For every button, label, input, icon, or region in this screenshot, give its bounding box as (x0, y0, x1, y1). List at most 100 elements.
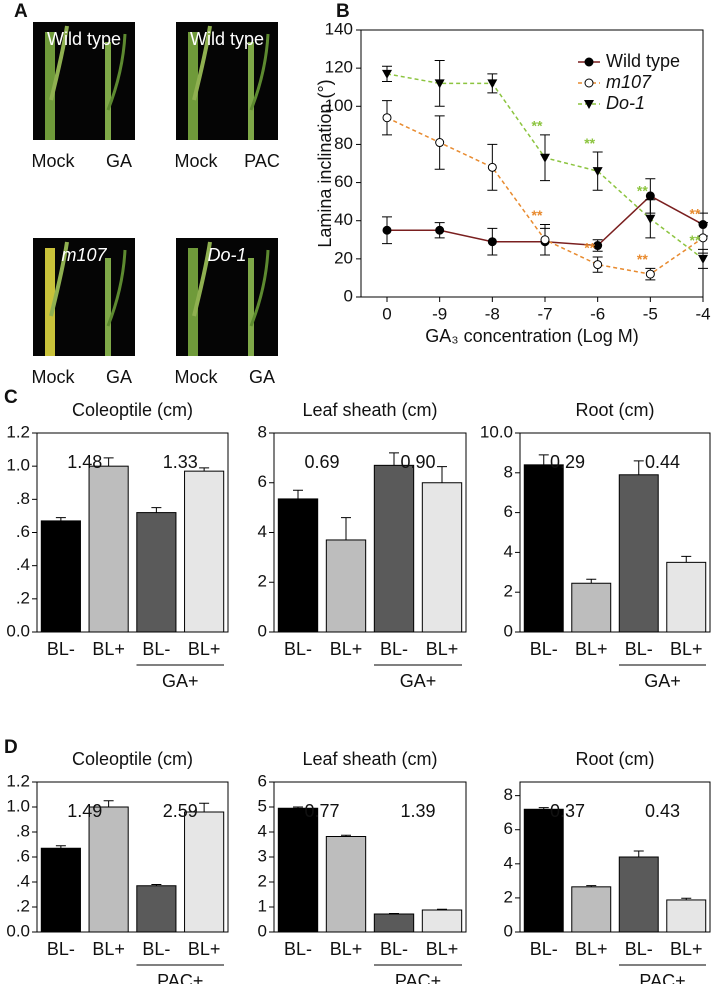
error-bar (437, 466, 447, 483)
chart-title: Root (cm) (575, 400, 654, 420)
plant-stem (188, 32, 198, 140)
y-tick-label: 1.2 (6, 422, 30, 441)
bar (277, 807, 319, 933)
bar (421, 909, 463, 933)
x-tick-label: -8 (485, 304, 500, 323)
x-tick-label: BL+ (670, 939, 703, 959)
x-tick-label: BL- (47, 639, 75, 659)
error-bar (681, 555, 692, 563)
y-tick-label: 80 (334, 134, 353, 153)
chart-title: Leaf sheath (cm) (302, 400, 437, 420)
y-tick-label: 140 (325, 19, 353, 38)
y-tick-label: 2 (504, 887, 513, 906)
plant-stem (188, 248, 198, 356)
legend-marker (584, 57, 594, 67)
y-tick-label: 4 (504, 853, 513, 872)
marker (698, 233, 708, 243)
y-tick-label: 2 (504, 582, 513, 601)
plant-stem (248, 258, 254, 356)
y-tick-label: .6 (16, 846, 30, 865)
ratio-label: 0.43 (645, 801, 680, 821)
chart-title: Coleoptile (cm) (72, 749, 193, 769)
x-tick-label: BL- (142, 639, 170, 659)
x-tick-label: BL- (530, 639, 558, 659)
legend-marker (584, 78, 594, 88)
plant-stem (105, 42, 111, 140)
marker (435, 225, 445, 235)
x-tick-label: BL+ (330, 939, 363, 959)
significance: ** (532, 207, 543, 223)
marker (382, 113, 392, 123)
bar (325, 836, 367, 933)
bar (666, 899, 707, 933)
error-bar (293, 806, 303, 809)
x-tick-label: BL- (530, 939, 558, 959)
x-tick-label: BL- (284, 939, 312, 959)
significance: ** (584, 135, 595, 151)
legend-label: m107 (606, 72, 652, 92)
error-bar (586, 578, 597, 584)
group-label: GA+ (162, 671, 199, 691)
marker (435, 138, 445, 148)
y-tick-label: .4 (16, 555, 30, 574)
bar (571, 886, 612, 933)
x-tick-label: BL+ (188, 939, 221, 959)
error-bar (586, 885, 597, 887)
plant-leaf (249, 249, 270, 327)
x-tick-label: BL+ (426, 939, 459, 959)
plant-leaf (49, 241, 69, 317)
y-tick-label: 5 (258, 796, 267, 815)
photo-caption: GA (106, 151, 132, 171)
panel-label: B (336, 1, 350, 22)
y-tick-label: 2 (258, 572, 267, 591)
y-tick-label: 100 (325, 96, 353, 115)
y-tick-label: 0.0 (6, 921, 30, 940)
error-bar (633, 460, 644, 475)
x-tick-label: BL+ (426, 639, 459, 659)
ratio-label: 1.33 (163, 452, 198, 472)
error-bar (293, 489, 303, 499)
x-tick-label: BL- (625, 639, 653, 659)
y-tick-label: 4 (258, 821, 267, 840)
group-label: PAC+ (395, 971, 441, 984)
error-bar (103, 457, 114, 467)
y-tick-label: 6 (504, 819, 513, 838)
plot-frame (36, 432, 229, 633)
panel-label: A (14, 1, 28, 22)
chart-title: Leaf sheath (cm) (302, 749, 437, 769)
bar (184, 811, 225, 933)
marker (434, 79, 445, 89)
y-tick-label: 6 (504, 502, 513, 521)
photo-label: Wild type (47, 29, 121, 49)
y-tick-label: 6 (258, 771, 267, 790)
photo-caption: Mock (31, 151, 75, 171)
y-tick-label: 40 (334, 210, 353, 229)
marker (382, 69, 392, 79)
photo-label: m107 (61, 245, 107, 265)
y-tick-label: 4 (258, 522, 267, 541)
marker (698, 220, 708, 230)
x-tick-label: BL- (142, 939, 170, 959)
y-tick-label: 4 (504, 542, 513, 561)
photo-caption: Mock (31, 367, 75, 387)
marker (382, 225, 392, 235)
bar (618, 856, 659, 933)
marker (593, 260, 603, 270)
y-tick-label: 120 (325, 58, 353, 77)
legend-marker (584, 100, 594, 109)
y-tick-label: 0 (258, 921, 267, 940)
y-tick-label: .2 (16, 896, 30, 915)
plot-frame (519, 432, 711, 633)
chart-title: Root (cm) (575, 749, 654, 769)
x-tick-label: BL- (284, 639, 312, 659)
y-tick-label: 0.0 (6, 621, 30, 640)
y-tick-label: 1.2 (6, 771, 30, 790)
group-label: PAC+ (157, 971, 203, 984)
bar (373, 913, 415, 933)
marker (540, 235, 550, 245)
panel-label: C (4, 387, 18, 408)
x-tick-label: -6 (590, 304, 605, 323)
group-label: GA+ (400, 671, 437, 691)
x-tick-label: -9 (432, 304, 447, 323)
plant-stem (105, 258, 111, 356)
